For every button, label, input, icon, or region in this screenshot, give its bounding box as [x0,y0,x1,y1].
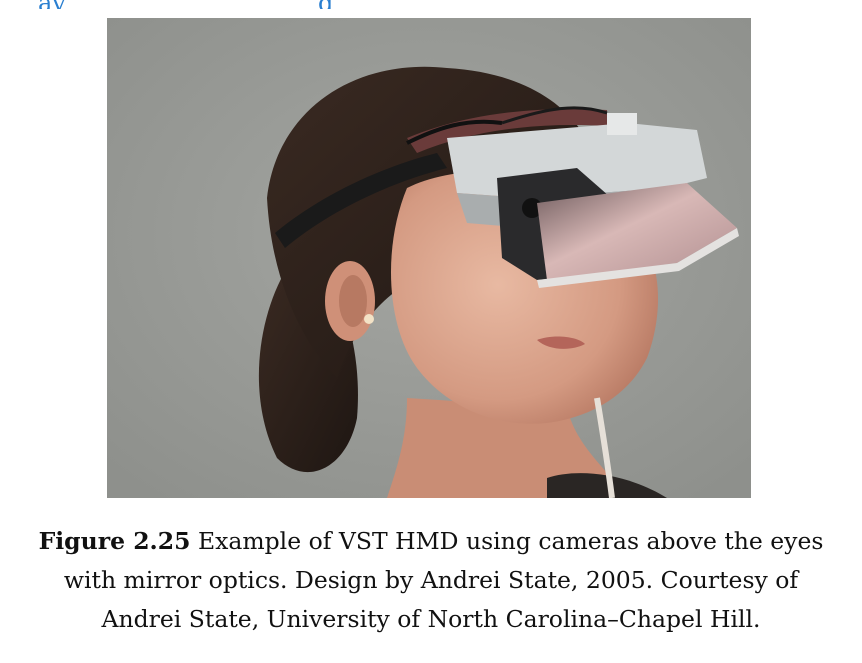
earring [364,314,374,324]
figure-label: Figure 2.25 [38,527,191,555]
caption-line-2: with mirror optics. Design by Andrei Sta… [63,566,799,594]
caption-line-3: Andrei State, University of North Caroli… [101,605,761,633]
cut-off-text-left: ay [38,0,66,9]
figure-caption: Figure 2.25 Example of VST HMD using cam… [0,522,862,639]
mirror-optics [537,183,737,280]
cut-off-heading-fragment: ay g [0,0,862,9]
headband-strap [275,153,447,248]
hmd-photo-illustration [107,18,751,498]
cut-off-text-right: g [318,0,333,9]
caption-line-1: Figure 2.25 Example of VST HMD using cam… [0,522,862,561]
figure-photo [107,18,751,498]
caption-text-1: Example of VST HMD using cameras above t… [197,527,824,555]
